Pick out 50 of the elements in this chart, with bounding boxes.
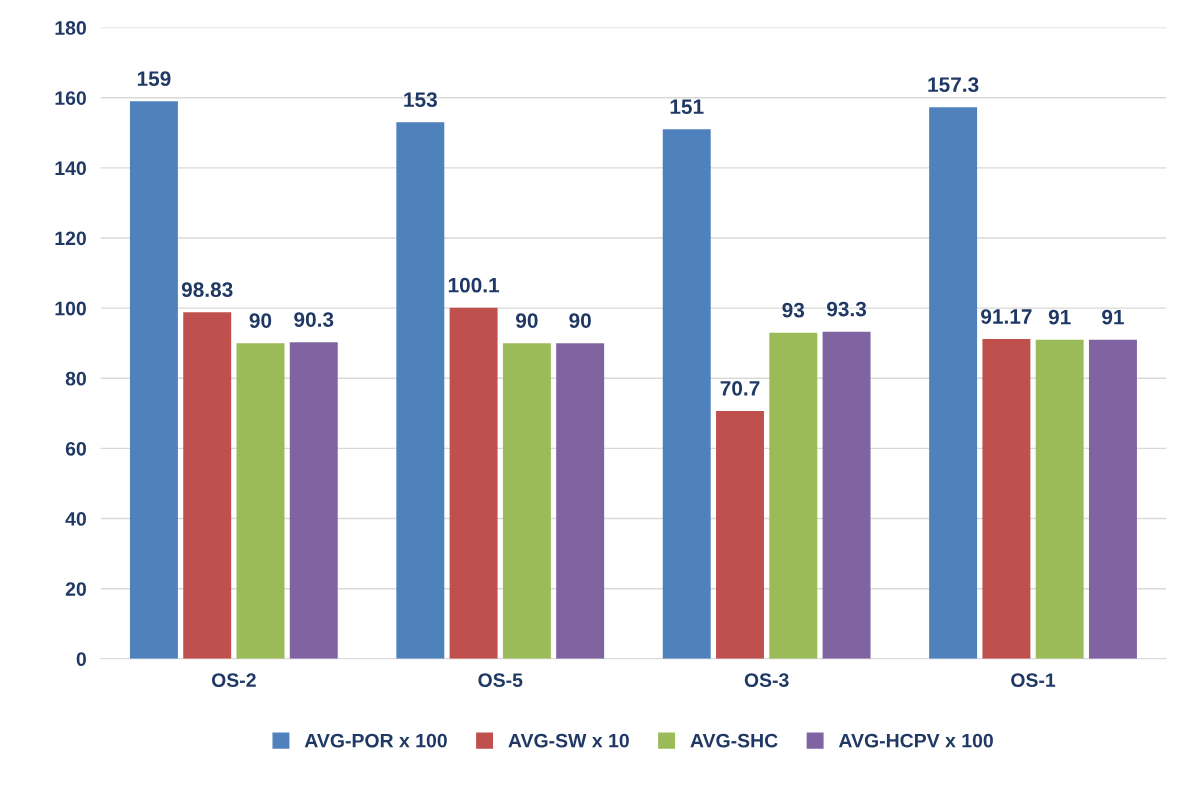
data-label: 91 (1102, 309, 1124, 325)
bar (449, 307, 498, 659)
y-tick-label: 40 (65, 512, 86, 526)
data-label: 90.3 (294, 312, 334, 327)
bar (396, 122, 445, 659)
x-tick-label: OS-5 (478, 673, 523, 687)
legend-label: AVG-SW x 10 (508, 733, 629, 748)
y-tick-label: 60 (65, 441, 86, 456)
data-label: 98.83 (181, 282, 233, 298)
bar (1088, 339, 1137, 659)
x-tick-label: OS-1 (1011, 673, 1056, 687)
legend-label: AVG-SHC (690, 733, 778, 748)
y-tick-label: 80 (65, 371, 86, 386)
y-tick-label: 160 (55, 91, 86, 105)
y-tick-label: 0 (76, 652, 86, 667)
bar (1035, 339, 1084, 659)
bar (982, 339, 1031, 659)
data-label: 100.1 (448, 277, 500, 293)
data-label: 151 (670, 99, 704, 115)
data-label: 90 (249, 313, 272, 328)
data-label: 153 (404, 92, 437, 108)
x-tick-label: OS-3 (744, 673, 789, 688)
data-label: 91 (1048, 309, 1071, 325)
bar (556, 343, 605, 659)
data-label: 91.17 (981, 309, 1032, 324)
y-tick-label: 180 (55, 21, 86, 35)
y-tick-label: 100 (55, 301, 86, 316)
bar (662, 129, 711, 659)
bar (289, 342, 338, 659)
data-label: 159 (137, 71, 171, 87)
legend-label: AVG-POR x 100 (304, 733, 447, 748)
data-label: 90 (569, 313, 591, 328)
bar (822, 331, 871, 659)
bar (929, 107, 978, 659)
bar (769, 332, 818, 659)
legend-label: AVG-HCPV x 100 (838, 733, 993, 748)
bar (183, 312, 232, 659)
data-label: 70.7 (720, 380, 760, 396)
y-tick-label: 140 (55, 161, 86, 176)
data-label: 157.3 (928, 77, 979, 93)
data-label: 93 (782, 302, 805, 318)
y-tick-label: 120 (55, 231, 86, 246)
x-tick-label: OS-2 (211, 673, 256, 687)
bar (716, 410, 764, 659)
bar (236, 343, 285, 659)
bar (129, 101, 178, 659)
data-label: 90 (516, 313, 538, 328)
data-label: 93.3 (827, 301, 867, 317)
bar (502, 343, 551, 659)
y-tick-label: 20 (65, 582, 86, 596)
